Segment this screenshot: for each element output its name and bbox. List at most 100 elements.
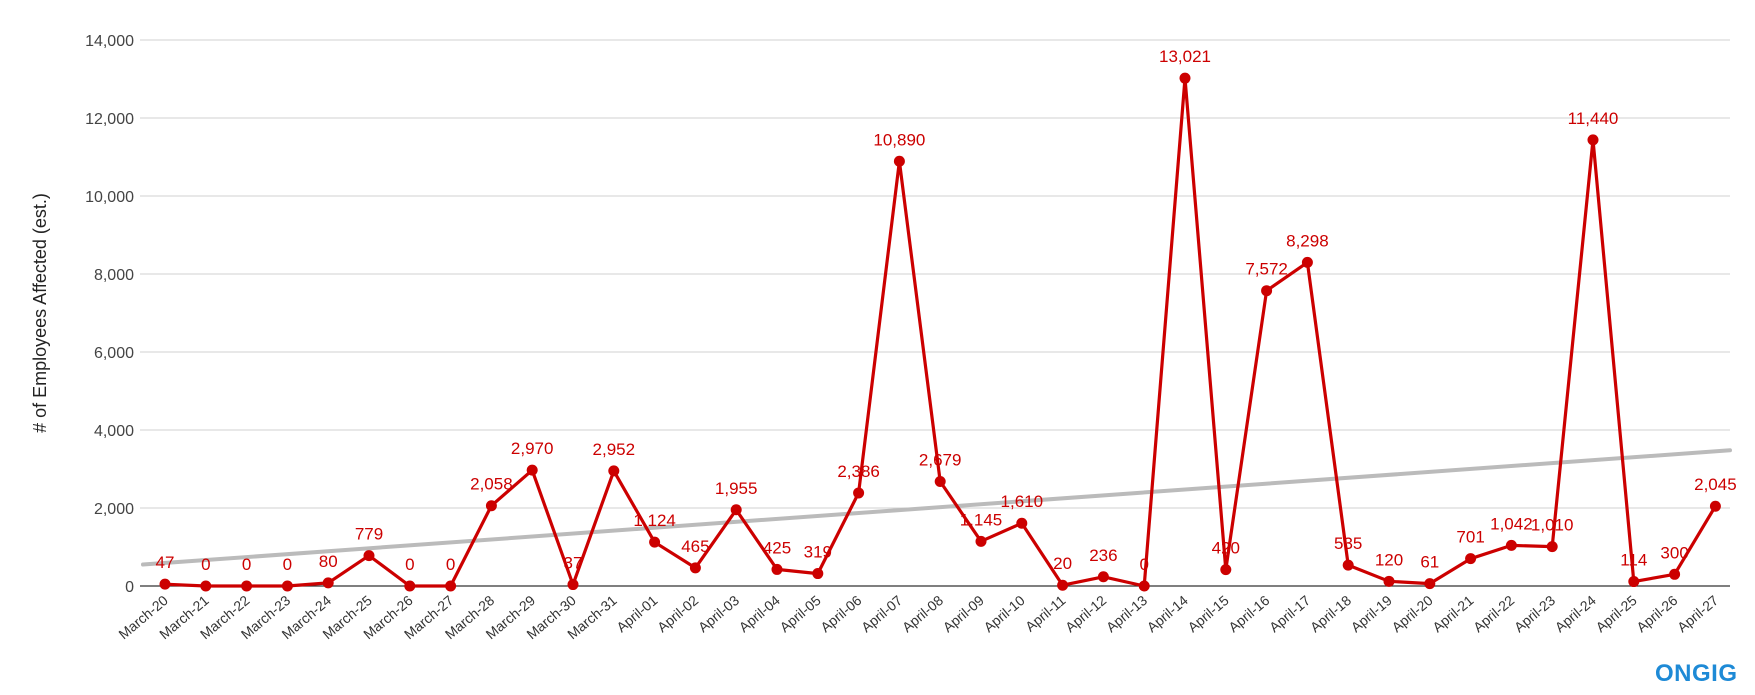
x-axis-ticks: March-20March-21March-22March-23March-24… <box>115 592 1721 642</box>
data-point <box>1138 580 1150 592</box>
data-label: 47 <box>156 553 175 572</box>
x-tick-label: April-22 <box>1470 592 1517 635</box>
data-point <box>934 476 946 488</box>
data-point <box>1057 579 1069 591</box>
data-point <box>771 563 783 575</box>
data-label: 701 <box>1456 528 1484 547</box>
x-tick-label: April-27 <box>1674 592 1721 635</box>
data-label: 7,572 <box>1245 260 1288 279</box>
data-label: 779 <box>355 525 383 544</box>
data-label: 1,124 <box>633 511 676 530</box>
data-label: 37 <box>564 554 583 573</box>
data-point <box>1301 256 1313 268</box>
data-labels: 47 0 0 0 80 779 0 0 2,058 2,970 37 2,952 1,124 465 1,9… <box>156 47 1737 574</box>
data-point <box>322 577 334 589</box>
data-label: 11,440 <box>1568 109 1619 128</box>
y-tick-label: 2,000 <box>94 501 134 518</box>
x-tick-label: April-09 <box>940 592 987 635</box>
data-label: 535 <box>1334 534 1362 553</box>
data-point <box>649 536 661 548</box>
data-point <box>893 155 905 167</box>
x-tick-label: April-12 <box>1062 592 1109 635</box>
y-tick-label: 10,000 <box>85 189 134 206</box>
data-point <box>281 580 293 592</box>
data-point <box>526 464 538 476</box>
data-label: 2,952 <box>593 440 636 459</box>
y-tick-label: 14,000 <box>85 33 134 50</box>
data-point <box>1465 553 1477 565</box>
x-tick-label: April-08 <box>899 592 946 635</box>
data-point <box>853 487 865 499</box>
data-label: 0 <box>1139 555 1148 574</box>
y-axis-ticks: 0 2,000 4,000 6,000 8,000 10,000 12,000 14,000 <box>85 33 134 596</box>
data-point <box>1383 575 1395 587</box>
x-tick-label: April-11 <box>1022 592 1069 635</box>
y-axis-label: # of Employees Affected (est.) <box>30 193 50 433</box>
data-point <box>445 580 457 592</box>
gridlines <box>140 39 1730 587</box>
data-point <box>689 562 701 574</box>
series-line <box>164 76 1717 588</box>
x-tick-label: April-14 <box>1144 592 1191 635</box>
data-point <box>730 504 742 516</box>
data-point <box>812 568 824 580</box>
x-tick-label: April-01 <box>613 592 660 635</box>
data-label: 1,010 <box>1531 516 1574 535</box>
data-label: 2,045 <box>1694 475 1737 494</box>
x-tick-label: April-23 <box>1511 592 1558 635</box>
points-group <box>159 72 1721 592</box>
data-label: 114 <box>1620 551 1647 570</box>
data-label: 2,970 <box>511 439 554 458</box>
brand-logo: ONGIG <box>1655 660 1738 687</box>
y-tick-label: 12,000 <box>85 111 134 128</box>
data-point <box>241 580 253 592</box>
data-point <box>1546 541 1558 553</box>
x-tick-label: April-02 <box>654 592 701 635</box>
data-point <box>1628 576 1640 588</box>
data-label: 0 <box>405 555 414 574</box>
data-label: 420 <box>1212 539 1240 558</box>
x-tick-label: April-21 <box>1429 592 1476 635</box>
x-tick-label: April-26 <box>1633 592 1680 635</box>
data-label: 61 <box>1420 553 1439 572</box>
data-label: 2,679 <box>919 451 962 470</box>
data-label: 2,058 <box>470 475 513 494</box>
data-point <box>404 580 416 592</box>
data-label: 2,386 <box>837 462 880 481</box>
x-tick-label: April-15 <box>1184 592 1231 635</box>
x-tick-label: April-05 <box>776 592 823 635</box>
x-tick-label: April-13 <box>1103 592 1150 635</box>
x-tick-label: April-19 <box>1348 592 1395 635</box>
x-tick-label: April-18 <box>1307 592 1354 635</box>
x-tick-label: April-10 <box>980 592 1027 635</box>
data-point <box>1261 285 1273 297</box>
x-tick-label: April-24 <box>1552 592 1599 635</box>
data-label: 1,042 <box>1490 514 1533 533</box>
data-point <box>200 580 212 592</box>
data-label: 0 <box>446 555 455 574</box>
data-label: 0 <box>283 555 292 574</box>
data-point <box>1220 564 1232 576</box>
x-tick-label: April-20 <box>1388 592 1435 635</box>
data-point <box>1424 578 1436 590</box>
data-label: 236 <box>1089 546 1117 565</box>
data-label: 8,298 <box>1286 231 1329 250</box>
data-label: 465 <box>681 537 709 556</box>
trendline-group <box>141 448 1732 567</box>
data-label: 20 <box>1053 554 1072 573</box>
data-point <box>1016 517 1028 529</box>
y-tick-label: 6,000 <box>94 345 134 362</box>
data-point <box>485 500 497 512</box>
y-tick-label: 8,000 <box>94 267 134 284</box>
data-label: 1,610 <box>1001 492 1044 511</box>
x-tick-label: April-16 <box>1225 592 1272 635</box>
data-label: 0 <box>201 555 210 574</box>
x-tick-label: April-17 <box>1266 592 1313 635</box>
data-label: 80 <box>319 552 338 571</box>
trendline <box>141 448 1732 567</box>
data-point <box>1179 72 1191 84</box>
x-tick-label: April-07 <box>858 592 905 635</box>
x-tick-label: April-25 <box>1592 592 1639 635</box>
data-label: 1,955 <box>715 479 758 498</box>
